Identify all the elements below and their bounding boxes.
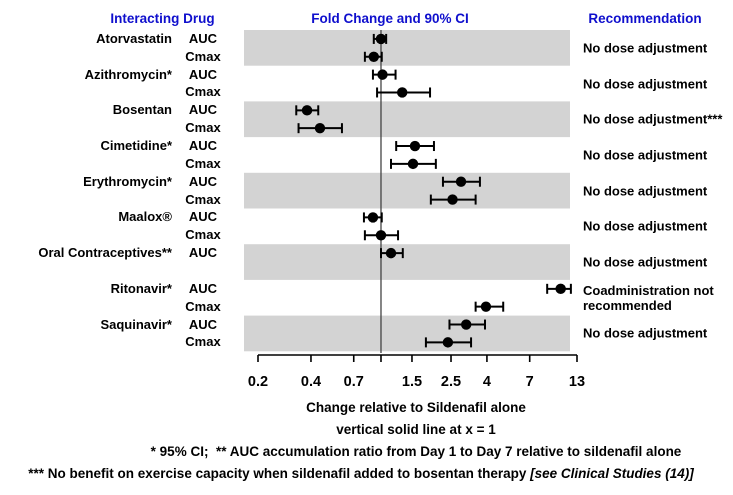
- reference-line-note: vertical solid line at x = 1: [336, 422, 496, 437]
- forest-point: [301, 105, 313, 116]
- footnote-bosentan-text: *** No benefit on exercise capacity when…: [28, 466, 531, 481]
- footnote-asterisks: * 95% CI; ** AUC accumulation ratio from…: [150, 444, 682, 459]
- column-header-recommendation: Recommendation: [588, 11, 702, 26]
- shaded-band: [244, 101, 570, 138]
- forest-point: [409, 140, 421, 152]
- forest-point: [407, 158, 419, 170]
- forest-point: [368, 51, 379, 62]
- x-axis-tick-label: 1.5: [402, 374, 422, 390]
- x-axis-tick-label: 7: [526, 374, 534, 390]
- forest-point: [397, 87, 408, 98]
- forest-point: [455, 176, 467, 187]
- shaded-band: [244, 30, 570, 66]
- forest-point: [480, 301, 492, 312]
- shaded-band: [244, 172, 570, 209]
- column-header-interacting-drug: Interacting Drug: [110, 11, 215, 26]
- footnote-bosentan-citation: [see Clinical Studies (14)]: [530, 466, 694, 481]
- forest-point: [314, 122, 326, 134]
- x-axis-tick-label: 0.4: [301, 374, 321, 390]
- shaded-band: [244, 315, 570, 352]
- forest-point: [375, 33, 387, 45]
- forest-point: [447, 194, 458, 205]
- forest-point: [367, 212, 379, 223]
- shaded-band: [244, 244, 570, 280]
- column-header-fold-change-ci: Fold Change and 90% CI: [311, 11, 469, 26]
- x-axis-tick-label: 13: [569, 374, 585, 390]
- x-axis-tick-label: 4: [483, 374, 491, 390]
- forest-point: [555, 283, 566, 295]
- forest-point: [385, 247, 397, 259]
- forest-point: [375, 230, 387, 241]
- forest-point: [377, 69, 388, 80]
- x-axis-label: Change relative to Sildenafil alone: [306, 400, 526, 415]
- x-axis-tick-label: 0.2: [248, 374, 268, 390]
- forest-point: [461, 319, 472, 330]
- x-axis-tick-label: 2.5: [441, 374, 461, 390]
- forest-point: [442, 337, 454, 348]
- x-axis-tick-label: 0.7: [344, 374, 364, 390]
- footnote-bosentan: *** No benefit on exercise capacity when…: [0, 465, 722, 482]
